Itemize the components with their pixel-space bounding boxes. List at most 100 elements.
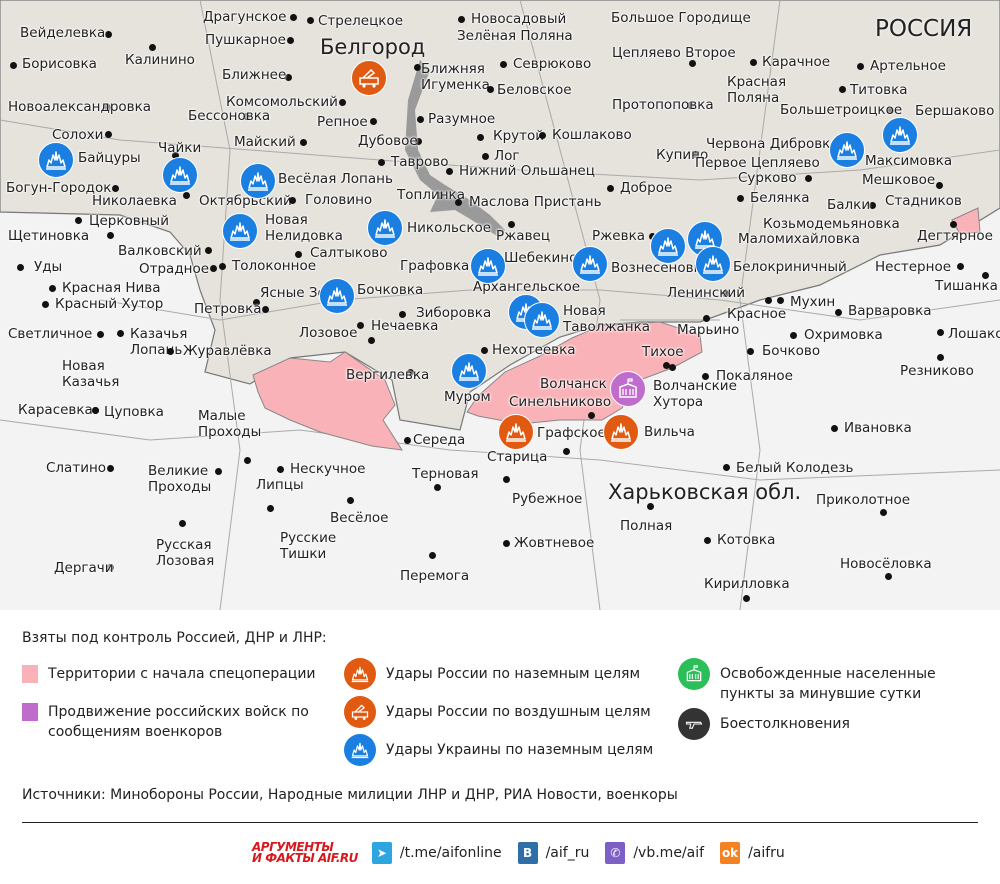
town-label[interactable]: Козьмодемьяновка bbox=[763, 216, 900, 232]
town-label[interactable]: Николаевка bbox=[92, 193, 177, 209]
town-label[interactable]: Нижний Ольшанец bbox=[459, 163, 595, 179]
town-label[interactable]: Весёлая Лопань bbox=[278, 171, 393, 187]
explosion-marker-icon[interactable] bbox=[695, 246, 731, 282]
town-label[interactable]: Нехотеевка bbox=[492, 342, 576, 358]
explosion-marker-icon[interactable] bbox=[240, 163, 276, 199]
town-label[interactable]: Первое Цепляево bbox=[695, 155, 820, 171]
town-label[interactable]: Белый Колодезь bbox=[736, 460, 854, 476]
town-label[interactable]: Таврово bbox=[391, 154, 449, 170]
town-label[interactable]: Середа bbox=[413, 432, 466, 448]
explosion-marker-icon[interactable] bbox=[524, 302, 560, 338]
town-label[interactable]: Маломихайловка bbox=[738, 231, 861, 247]
town-label[interactable]: Лог bbox=[494, 148, 520, 164]
vk-link[interactable]: /aif_ru bbox=[545, 845, 590, 861]
town-label[interactable]: Варваровка bbox=[848, 303, 932, 319]
town-label[interactable]: Вильча bbox=[644, 424, 695, 440]
town-label[interactable]: Топлинка bbox=[397, 187, 465, 203]
town-label[interactable]: Артельное bbox=[870, 58, 946, 74]
town-label[interactable]: Цепляево Второе bbox=[612, 45, 736, 61]
town-label[interactable]: Купино bbox=[656, 147, 709, 163]
explosion-marker-icon[interactable] bbox=[572, 246, 608, 282]
town-label[interactable]: Дубовое bbox=[358, 133, 418, 149]
town-label[interactable]: Нескучное bbox=[290, 461, 366, 477]
viber-link[interactable]: /vb.me/aif bbox=[633, 845, 705, 861]
town-label[interactable]: Вознесеновка bbox=[611, 260, 711, 276]
town-label[interactable]: Вейделевка bbox=[20, 25, 106, 41]
town-label[interactable]: Волчанск bbox=[540, 376, 607, 392]
explosion-marker-icon[interactable] bbox=[222, 213, 258, 249]
town-label[interactable]: Мешковое bbox=[862, 172, 936, 188]
town-label[interactable]: Байцуры bbox=[78, 150, 141, 166]
town-label[interactable]: Доброе bbox=[620, 180, 673, 196]
town-label[interactable]: Волчанские Хутора bbox=[653, 378, 737, 410]
explosion-marker-icon[interactable] bbox=[882, 117, 918, 153]
explosion-marker-icon[interactable] bbox=[38, 142, 74, 178]
town-label[interactable]: Майский bbox=[234, 134, 296, 150]
town-label[interactable]: Большое Городище bbox=[611, 10, 751, 26]
town-label[interactable]: Калинино bbox=[125, 52, 195, 68]
town-label[interactable]: Приколотное bbox=[816, 492, 911, 508]
town-label[interactable]: Великие Проходы bbox=[148, 463, 212, 495]
town-label[interactable]: Бессоновка bbox=[188, 108, 271, 124]
town-label[interactable]: Красная Нива bbox=[62, 280, 161, 296]
town-label[interactable]: Графовка bbox=[400, 258, 470, 274]
town-label[interactable]: Валковский bbox=[118, 243, 202, 259]
explosion-marker-icon[interactable] bbox=[319, 278, 355, 314]
town-label[interactable]: Стадников bbox=[885, 193, 962, 209]
explosion-marker-icon[interactable] bbox=[470, 248, 506, 284]
town-label[interactable]: Зиборовка bbox=[416, 305, 492, 321]
town-label[interactable]: Малые Проходы bbox=[198, 408, 262, 440]
town-label[interactable]: Драгунское bbox=[203, 9, 287, 25]
town-label[interactable]: Карасевка bbox=[18, 402, 93, 418]
rocket-launcher-marker-icon[interactable] bbox=[351, 60, 387, 96]
town-label[interactable]: Севрюково bbox=[513, 56, 592, 72]
town-label[interactable]: Новая Нелидовка bbox=[265, 212, 343, 244]
telegram-link[interactable]: /t.me/aifonline bbox=[399, 845, 502, 861]
town-label[interactable]: Уды bbox=[34, 259, 63, 275]
town-label[interactable]: Кирилловка bbox=[704, 576, 790, 592]
town-label[interactable]: Октябрьский bbox=[199, 193, 292, 209]
town-label[interactable]: Весёлое bbox=[330, 510, 389, 526]
town-label[interactable]: Головино bbox=[305, 192, 373, 208]
town-label[interactable]: Жовтневое bbox=[514, 535, 595, 551]
town-label[interactable]: Тихое bbox=[642, 344, 684, 360]
town-label[interactable]: Петровка bbox=[194, 301, 262, 317]
town-label[interactable]: Графское bbox=[537, 425, 606, 441]
town-label[interactable]: Карачное bbox=[762, 54, 831, 70]
map[interactable]: Драгунское Стрелецкое Новосадовый Большое Г… bbox=[0, 0, 1000, 610]
town-label[interactable]: Мухин bbox=[790, 294, 836, 310]
town-label[interactable]: Терновая bbox=[412, 466, 479, 482]
town-label[interactable]: Комсомольский bbox=[226, 94, 338, 110]
town-label[interactable]: Светличное bbox=[8, 326, 93, 342]
explosion-marker-icon[interactable] bbox=[451, 353, 487, 389]
town-label[interactable]: Тишанка bbox=[935, 278, 998, 294]
town-label[interactable]: Щетиновка bbox=[8, 228, 90, 244]
town-label[interactable]: Резниково bbox=[900, 363, 974, 379]
town-label[interactable]: Балки bbox=[827, 197, 871, 213]
town-label[interactable]: Ржавец bbox=[496, 228, 551, 244]
town-label[interactable]: Красная Поляна bbox=[727, 74, 787, 106]
town-label[interactable]: Новая Казачья bbox=[62, 358, 120, 390]
town-label[interactable]: Русские Тишки bbox=[280, 530, 337, 562]
explosion-marker-icon[interactable] bbox=[162, 157, 198, 193]
town-label[interactable]: Красный Хутор bbox=[55, 296, 164, 312]
explosion-marker-icon[interactable] bbox=[498, 414, 534, 450]
explosion-marker-icon[interactable] bbox=[603, 414, 639, 450]
town-label[interactable]: Новосадовый bbox=[471, 11, 567, 27]
town-label[interactable]: Крутой bbox=[493, 128, 545, 144]
town-label[interactable]: Покаляное bbox=[716, 368, 793, 384]
town-label[interactable]: Червона Дибровка bbox=[706, 136, 839, 152]
town-label[interactable]: Ближнее bbox=[222, 67, 287, 83]
town-label[interactable]: Журавлёвка bbox=[183, 343, 272, 359]
town-label[interactable]: Большетроицкое bbox=[780, 102, 903, 118]
town-label[interactable]: Сурково bbox=[738, 170, 797, 186]
town-label[interactable]: Толоконное bbox=[232, 258, 317, 274]
town-label[interactable]: Ивановка bbox=[844, 420, 912, 436]
explosion-marker-icon[interactable] bbox=[367, 210, 403, 246]
explosion-marker-icon[interactable] bbox=[650, 228, 686, 264]
town-label[interactable]: Лозовое bbox=[299, 325, 358, 341]
town-label[interactable]: Вергилевка bbox=[346, 367, 430, 383]
ok-link[interactable]: /aifru bbox=[748, 845, 785, 861]
town-label[interactable]: Синельниково bbox=[509, 394, 612, 410]
town-label[interactable]: Липцы bbox=[256, 477, 304, 493]
